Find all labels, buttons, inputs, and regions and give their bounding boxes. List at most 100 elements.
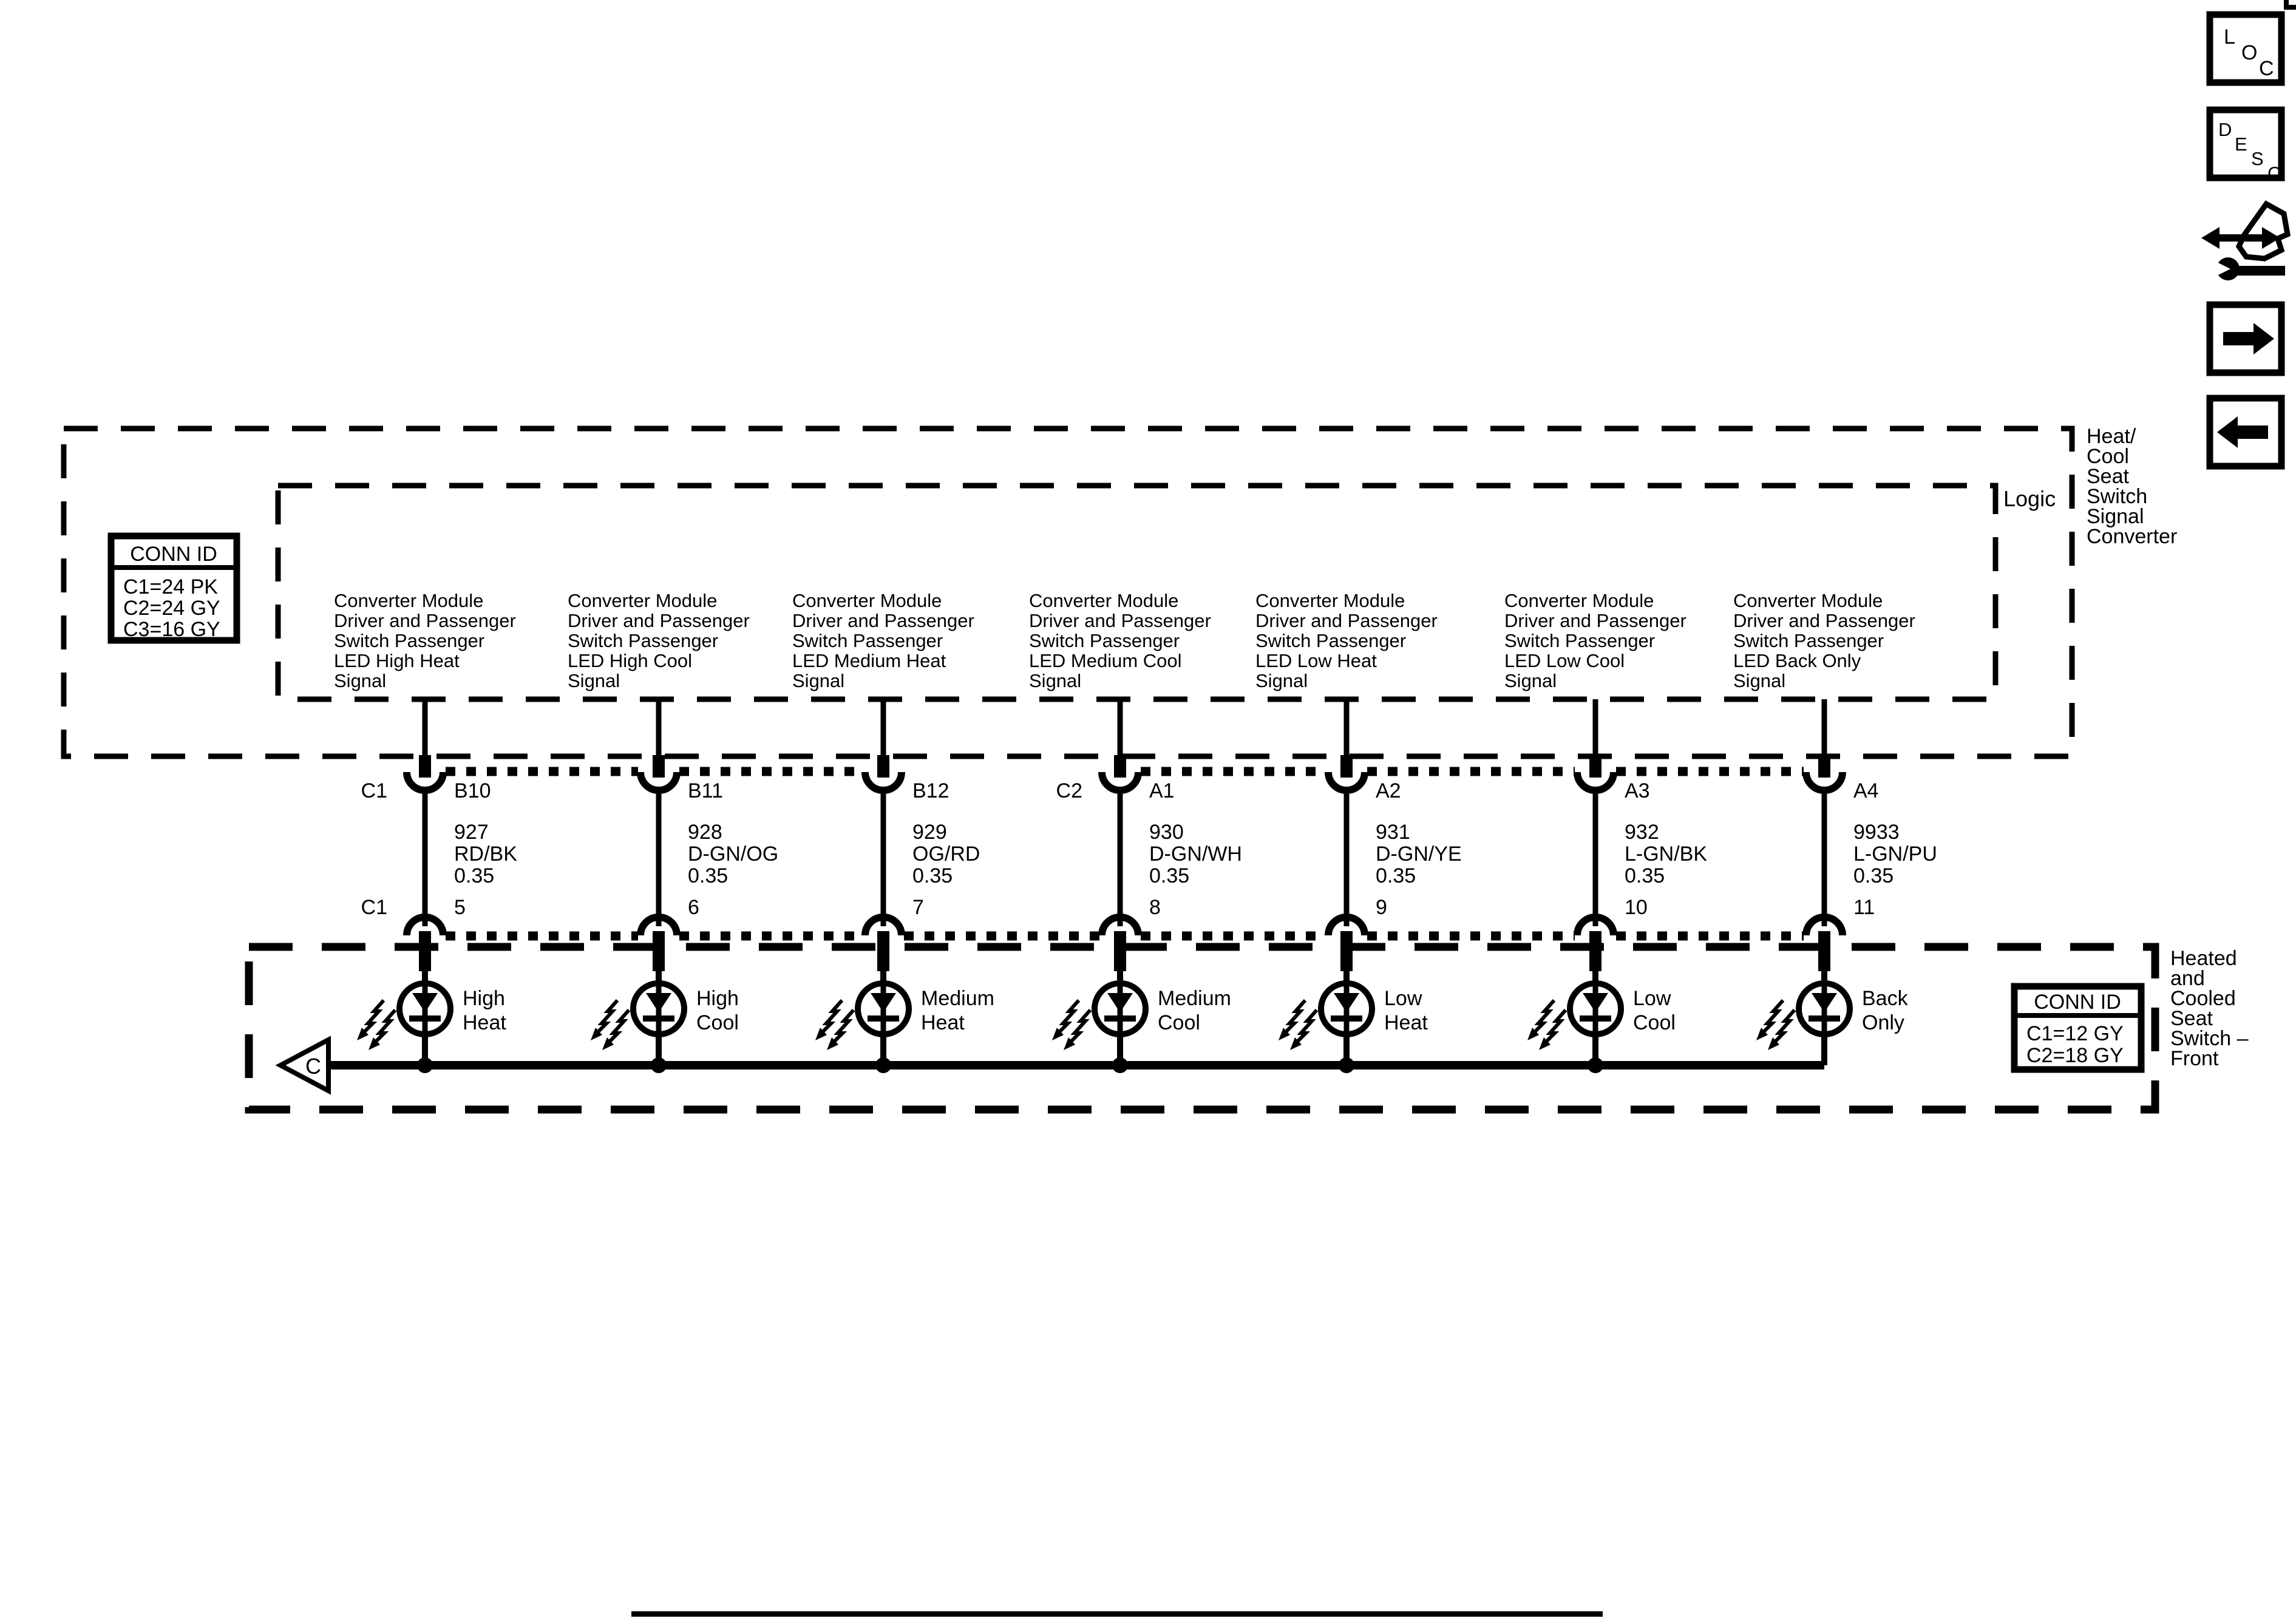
signal-text-line: Driver and Passenger <box>1029 610 1211 631</box>
wire-gauge: 0.35 <box>1149 864 1189 887</box>
signal-text-line: Signal <box>334 670 386 691</box>
conn-id-row: C1=24 PK <box>123 575 218 598</box>
signal-text-line: Driver and Passenger <box>334 610 516 631</box>
led-name-line: Heat <box>1384 1011 1428 1034</box>
diode-anode <box>1812 993 1837 1012</box>
signal-text-line: Switch Passenger <box>792 630 943 651</box>
clipped-button-edge <box>2284 0 2296 10</box>
right-arrow-head <box>2254 323 2274 354</box>
connector-pin-top <box>1802 771 1846 794</box>
signal-text-line: Converter Module <box>1255 590 1405 611</box>
led-name-line: Medium <box>1158 987 1231 1010</box>
double-arrow-left-head <box>2201 227 2220 249</box>
conn-id-row: C1=12 GY <box>2026 1022 2124 1045</box>
wire-gauge: 0.35 <box>1625 864 1665 887</box>
conn-id-row: C3=16 GY <box>123 618 220 641</box>
circuit-number: 9933 <box>1853 821 1900 844</box>
signal-text-line: LED High Heat <box>334 650 460 671</box>
signal-text-line: Converter Module <box>1504 590 1654 611</box>
pin-id-label: A3 <box>1625 779 1650 802</box>
signal-text-line: Signal <box>1504 670 1557 691</box>
desc-letter: D <box>2218 119 2232 140</box>
loc-letter: L <box>2224 25 2235 49</box>
led-name-line: High <box>696 987 739 1010</box>
signal-text-line: Switch Passenger <box>334 630 484 651</box>
pin-id-label: 8 <box>1149 896 1161 919</box>
connector-pin-top <box>1325 771 1368 794</box>
led-name-line: Heat <box>463 1011 506 1034</box>
vehicle-service-icon[interactable] <box>2201 200 2291 280</box>
offpage-connector-label: C <box>305 1054 321 1079</box>
pin-id-label: 9 <box>1376 896 1387 919</box>
button-frame <box>2206 106 2285 181</box>
wire-color: D-GN/OG <box>688 842 778 866</box>
led-name-line: Medium <box>921 987 994 1010</box>
wire-color: L-GN/BK <box>1625 842 1707 866</box>
junction-dot <box>417 1057 433 1073</box>
signal-text-line: LED Back Only <box>1733 650 1861 671</box>
led-name-line: Cool <box>1633 1011 1676 1034</box>
converter-title-line: Heat/ <box>2087 425 2136 448</box>
signal-text-line: Converter Module <box>792 590 942 611</box>
loc-button[interactable]: LOC <box>2206 11 2285 86</box>
junction-dot <box>1588 1057 1603 1073</box>
led-name-line: Cool <box>696 1011 739 1034</box>
pin-id-label: B12 <box>912 779 949 802</box>
switch-title-line: Cooled <box>2170 987 2236 1010</box>
converter-title-line: Converter <box>2087 525 2177 548</box>
wire-color: RD/BK <box>454 842 517 866</box>
connector-id-label: C2 <box>1056 779 1082 802</box>
wire-color: OG/RD <box>912 842 980 866</box>
back-button[interactable] <box>2206 395 2285 470</box>
wire-gauge: 0.35 <box>912 864 953 887</box>
circuit-number: 927 <box>454 821 489 844</box>
junction-dot <box>1339 1057 1354 1073</box>
conn-id-header: CONN ID <box>130 543 217 566</box>
switch-title-line: Front <box>2170 1047 2219 1070</box>
signal-text-line: Signal <box>792 670 844 691</box>
diode-anode <box>412 993 438 1012</box>
circuit-number: 931 <box>1376 821 1410 844</box>
diode-anode <box>1107 993 1133 1012</box>
circuit-number: 928 <box>688 821 722 844</box>
junction-dot <box>1112 1057 1128 1073</box>
pin-id-label: 5 <box>454 896 466 919</box>
connector-pin-top <box>403 771 447 794</box>
left-arrow-head <box>2217 416 2238 448</box>
double-arrow-right-head <box>2262 227 2280 249</box>
wire-gauge: 0.35 <box>1376 864 1416 887</box>
pin-id-label: A4 <box>1853 779 1879 802</box>
converter-title-line: Seat <box>2087 465 2129 488</box>
pin-id-label: 6 <box>688 896 699 919</box>
signal-text-line: Driver and Passenger <box>792 610 974 631</box>
connector-pin-bottom <box>1098 914 1142 936</box>
connector-pin-bottom <box>861 914 905 936</box>
converter-title-line: Switch <box>2087 485 2147 508</box>
converter-title-line: Cool <box>2087 445 2129 468</box>
signal-text-line: Driver and Passenger <box>1733 610 1915 631</box>
forward-button[interactable] <box>2206 301 2285 376</box>
connector-pin-bottom <box>1325 914 1368 936</box>
signal-text-line: Converter Module <box>1733 590 1883 611</box>
circuit-number: 929 <box>912 821 947 844</box>
signal-text-line: LED Medium Cool <box>1029 650 1182 671</box>
logic-label: Logic <box>2003 486 2056 511</box>
pin-id-label: B11 <box>688 779 723 802</box>
switch-title-line: Heated <box>2170 947 2237 970</box>
led-name-line: Only <box>1862 1011 1904 1034</box>
signal-text-line: Signal <box>1255 670 1308 691</box>
diode-anode <box>1334 993 1359 1012</box>
led-name-line: Cool <box>1158 1011 1200 1034</box>
switch-title-line: Seat <box>2170 1007 2213 1030</box>
loc-letter: C <box>2259 57 2274 80</box>
conn-id-row: C2=24 GY <box>123 597 220 620</box>
desc-letter: E <box>2235 134 2247 155</box>
